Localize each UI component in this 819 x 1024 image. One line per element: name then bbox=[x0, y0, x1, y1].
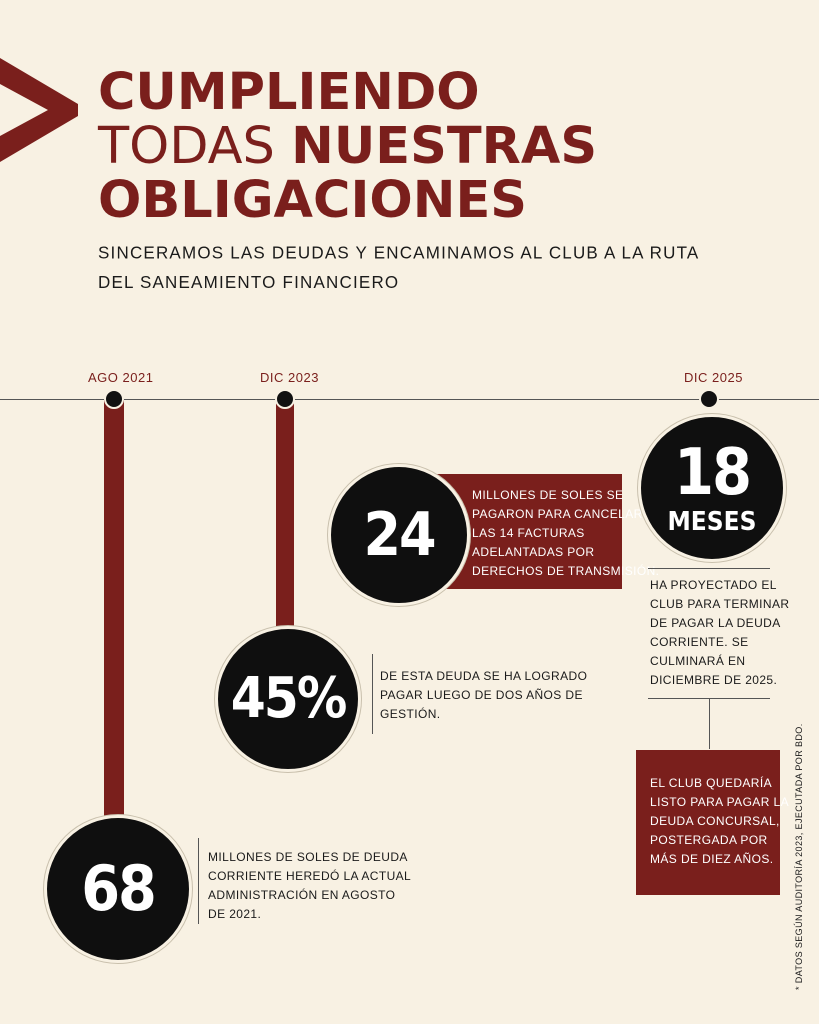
footnote: * DATOS SEGÚN AUDITORÍA 2023, EJECUTADA … bbox=[794, 723, 804, 990]
stat-68-rule bbox=[198, 838, 199, 924]
stat-24-circle: 24 bbox=[328, 464, 470, 606]
stat-45-rule bbox=[372, 654, 373, 734]
timeline-date-1: AGO 2021 bbox=[88, 370, 154, 385]
title-line-2-bold: NUESTRAS bbox=[291, 117, 598, 176]
timeline-dot-2021 bbox=[104, 389, 124, 409]
stat-45-description: DE ESTA DEUDA SE HA LOGRADO PAGAR LUEGO … bbox=[380, 669, 588, 721]
title-line-1: CUMPLIENDO bbox=[98, 63, 480, 122]
stat-24-value: 24 bbox=[363, 500, 436, 570]
stat-68-value: 68 bbox=[81, 852, 157, 925]
stat-45-circle: 45% bbox=[215, 626, 361, 772]
stat-45-value: 45% bbox=[230, 666, 348, 731]
stat-18-bottom-rule bbox=[648, 698, 770, 699]
timeline-bar-2021 bbox=[104, 400, 124, 820]
connector-line bbox=[709, 699, 710, 749]
subtitle-line-1: SINCERAMOS LAS DEUDAS Y ENCAMINAMOS AL C… bbox=[98, 242, 700, 263]
subtitle-line-2: DEL SANEAMIENTO FINANCIERO bbox=[98, 272, 400, 293]
page-title: CUMPLIENDO TODAS NUESTRAS OBLIGACIONES bbox=[98, 66, 597, 228]
stat-18-circle: 18 MESES bbox=[638, 414, 786, 562]
stat-18-value: 18 bbox=[673, 436, 752, 510]
subtitle: SINCERAMOS LAS DEUDAS Y ENCAMINAMOS AL C… bbox=[98, 239, 700, 298]
timeline-line bbox=[0, 399, 819, 400]
timeline-bar-2023 bbox=[276, 400, 294, 630]
chevron-arrow-icon bbox=[0, 58, 78, 162]
concursal-box: EL CLUB QUEDARÍA LISTO PARA PAGAR LA DEU… bbox=[636, 750, 789, 895]
stat-18-unit: MESES bbox=[667, 507, 757, 537]
stat-18-description: HA PROYECTADO EL CLUB PARA TERMINAR DE P… bbox=[650, 578, 790, 687]
stat-68-circle: 68 bbox=[44, 815, 192, 963]
timeline-dot-2025 bbox=[699, 389, 719, 409]
title-line-3: OBLIGACIONES bbox=[98, 171, 528, 230]
timeline-date-3: DIC 2025 bbox=[684, 370, 743, 385]
stat-18-top-rule bbox=[648, 568, 770, 569]
timeline-dot-2023 bbox=[275, 389, 295, 409]
title-line-2-light: TODAS bbox=[98, 117, 292, 176]
stat-68-description: MILLONES DE SOLES DE DEUDA CORRIENTE HER… bbox=[208, 850, 412, 921]
timeline-date-2: DIC 2023 bbox=[260, 370, 319, 385]
title-line-2: TODAS NUESTRAS bbox=[98, 120, 597, 174]
